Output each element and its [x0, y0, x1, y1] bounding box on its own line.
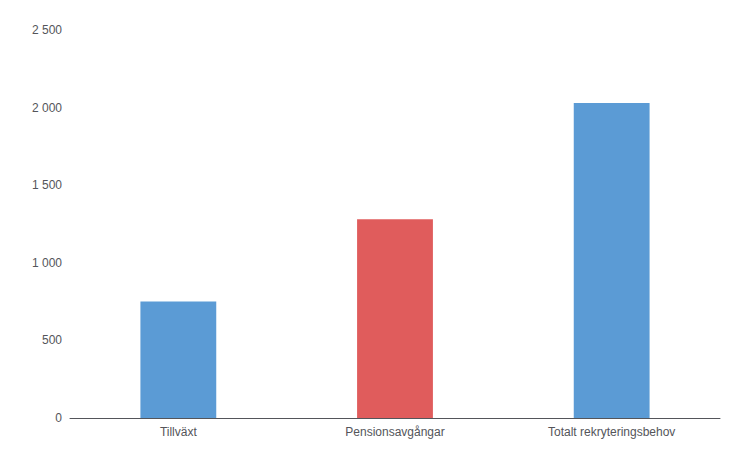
svg-text:Tillväxt: Tillväxt	[160, 425, 198, 439]
svg-text:Pensionsavgångar: Pensionsavgångar	[345, 425, 444, 439]
svg-text:Totalt rekryteringsbehov: Totalt rekryteringsbehov	[548, 425, 675, 439]
svg-text:2 500: 2 500	[32, 23, 62, 37]
svg-text:1 000: 1 000	[32, 256, 62, 270]
svg-text:500: 500	[42, 333, 62, 347]
svg-text:1 500: 1 500	[32, 178, 62, 192]
svg-text:2 000: 2 000	[32, 101, 62, 115]
svg-text:0: 0	[55, 411, 62, 425]
